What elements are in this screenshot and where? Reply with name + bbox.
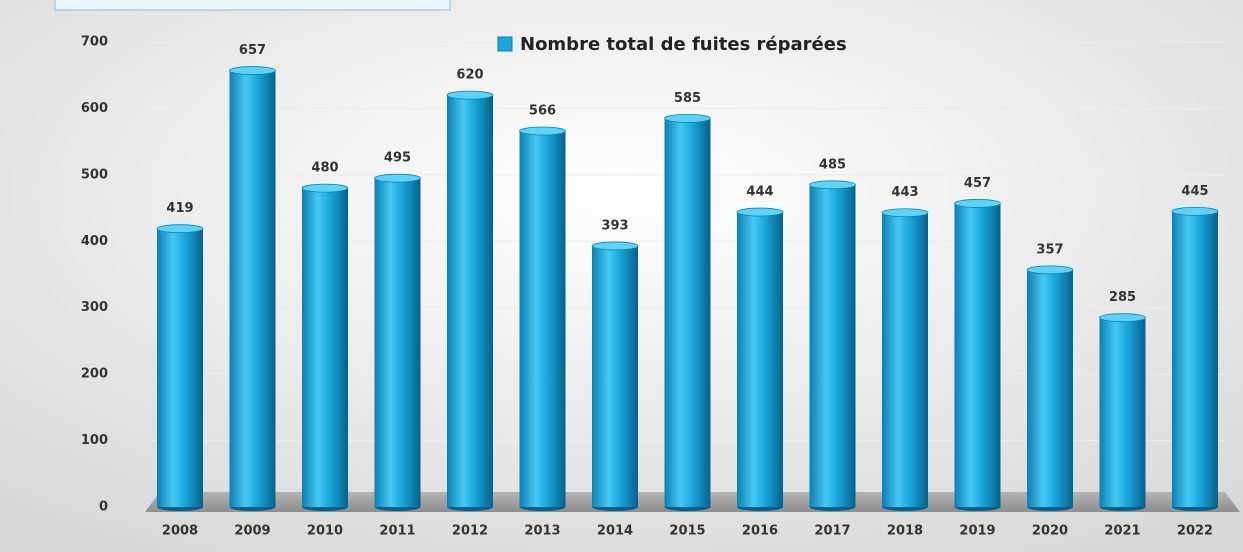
bar-cap <box>156 224 204 234</box>
bar <box>882 212 928 507</box>
bar <box>664 118 711 508</box>
y-tick-label: 100 <box>81 433 108 448</box>
bar <box>1172 211 1218 507</box>
bar <box>737 212 783 508</box>
data-label: 443 <box>891 185 918 200</box>
bar-cap <box>881 208 929 218</box>
x-tick-label: 2011 <box>379 524 415 539</box>
bar-cap <box>1026 265 1074 275</box>
data-label: 445 <box>1181 184 1208 199</box>
x-tick-label: 2018 <box>887 524 923 539</box>
data-label: 444 <box>746 185 773 200</box>
bar-cap <box>664 113 711 123</box>
x-tick-label: 2014 <box>597 524 633 539</box>
y-tick-label: 700 <box>81 35 108 50</box>
data-label: 657 <box>239 43 266 58</box>
data-label: 357 <box>1036 242 1063 257</box>
data-label: 457 <box>964 176 991 191</box>
y-tick-label: 200 <box>81 367 108 382</box>
x-tick-label: 2015 <box>669 524 705 539</box>
x-tick-label: 2022 <box>1177 524 1213 539</box>
x-tick-label: 2008 <box>162 524 198 539</box>
y-tick-label: 0 <box>99 500 108 515</box>
legend: Nombre total de fuites réparées <box>497 34 847 55</box>
legend-label: Nombre total de fuites réparées <box>520 34 847 55</box>
bar-cap <box>374 173 421 183</box>
bar <box>447 95 493 508</box>
data-label: 566 <box>529 104 556 119</box>
x-tick-label: 2010 <box>307 524 343 539</box>
data-label: 480 <box>311 161 338 176</box>
bar-cap <box>591 241 639 251</box>
bar-cap <box>229 66 276 75</box>
y-tick-label: 400 <box>81 234 108 249</box>
data-label: 393 <box>601 218 628 233</box>
data-label: 495 <box>384 151 411 166</box>
legend-swatch <box>497 36 513 52</box>
y-tick-label: 300 <box>81 300 108 315</box>
bar <box>157 228 203 507</box>
bar <box>229 70 276 508</box>
bar <box>592 245 638 507</box>
y-tick-label: 600 <box>81 101 108 116</box>
x-tick-label: 2021 <box>1104 524 1140 539</box>
bar-cap <box>954 199 1001 208</box>
bar-cap <box>1099 313 1146 323</box>
x-tick-label: 2020 <box>1032 524 1068 539</box>
x-tick-label: 2019 <box>959 524 995 539</box>
x-tick-label: 2012 <box>452 524 488 539</box>
data-label: 620 <box>456 68 483 83</box>
top-strip <box>54 0 451 11</box>
bar <box>809 184 856 508</box>
bar <box>519 131 566 507</box>
bar-cap <box>446 90 494 100</box>
bar <box>954 203 1001 507</box>
bar-cap <box>1171 206 1219 216</box>
x-tick-label: 2016 <box>742 524 778 539</box>
bar <box>1099 317 1146 507</box>
data-label: 485 <box>819 157 846 172</box>
x-tick-label: 2017 <box>814 524 850 539</box>
data-label: 285 <box>1109 290 1136 305</box>
x-tick-label: 2013 <box>524 524 560 539</box>
data-label: 419 <box>166 201 193 216</box>
bar <box>302 188 348 507</box>
bar-cap <box>301 183 349 193</box>
x-tick-label: 2009 <box>234 524 270 539</box>
bar-cap <box>809 180 856 190</box>
data-label: 585 <box>674 91 701 106</box>
bar <box>1027 269 1073 507</box>
bar <box>374 178 421 507</box>
bar-cap <box>736 207 784 217</box>
y-tick-label: 500 <box>81 167 108 182</box>
bar-cap <box>519 126 566 136</box>
